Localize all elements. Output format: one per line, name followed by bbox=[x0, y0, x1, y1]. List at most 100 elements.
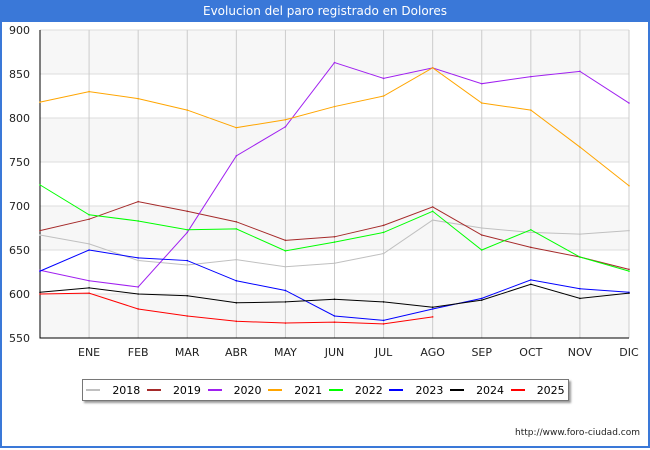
data-point-2019 bbox=[284, 239, 287, 242]
data-point-2018 bbox=[431, 219, 434, 221]
legend-label: 2019 bbox=[172, 383, 201, 397]
data-point-2023 bbox=[39, 270, 41, 272]
data-point-2018 bbox=[480, 227, 483, 229]
data-point-2020 bbox=[480, 82, 483, 85]
data-point-2018 bbox=[628, 229, 630, 232]
chart-title: Evolucion del paro registrado en Dolores bbox=[0, 0, 650, 22]
data-point-2023 bbox=[284, 289, 287, 292]
data-point-2023 bbox=[186, 259, 189, 262]
x-tick-label: JUL bbox=[374, 346, 393, 359]
data-point-2021 bbox=[88, 90, 90, 93]
data-point-2024 bbox=[382, 301, 385, 303]
legend-label: 2023 bbox=[415, 383, 444, 397]
data-point-2024 bbox=[431, 306, 434, 309]
legend-swatch bbox=[207, 389, 222, 391]
data-point-2024 bbox=[186, 294, 189, 297]
x-tick-label: JUN bbox=[324, 346, 345, 359]
data-point-2021 bbox=[39, 101, 41, 103]
data-point-2021 bbox=[333, 105, 336, 108]
y-tick-label: 700 bbox=[9, 200, 30, 213]
legend-item-2020: 2020 bbox=[207, 383, 262, 397]
data-point-2025 bbox=[39, 293, 41, 295]
legend-item-2019: 2019 bbox=[146, 383, 201, 397]
data-point-2023 bbox=[235, 280, 238, 282]
data-point-2021 bbox=[480, 102, 483, 104]
x-tick-label: AGO bbox=[420, 346, 445, 359]
data-point-2020 bbox=[235, 155, 238, 157]
data-point-2019 bbox=[382, 224, 385, 227]
legend-swatch bbox=[268, 389, 283, 391]
data-point-2021 bbox=[235, 126, 238, 129]
data-point-2019 bbox=[186, 210, 189, 213]
data-point-2025 bbox=[382, 323, 385, 325]
x-tick-label: DIC bbox=[619, 346, 639, 359]
data-point-2024 bbox=[137, 293, 139, 295]
data-point-2025 bbox=[431, 316, 434, 318]
data-point-2018 bbox=[137, 259, 139, 262]
data-point-2023 bbox=[579, 287, 581, 290]
data-point-2023 bbox=[382, 319, 385, 322]
data-point-2022 bbox=[579, 256, 581, 258]
data-point-2018 bbox=[88, 243, 90, 245]
data-point-2024 bbox=[579, 297, 581, 300]
data-point-2019 bbox=[88, 218, 90, 220]
data-point-2020 bbox=[137, 286, 139, 288]
data-point-2020 bbox=[284, 126, 287, 128]
data-point-2023 bbox=[431, 308, 434, 310]
legend-swatch bbox=[146, 389, 161, 391]
data-point-2021 bbox=[431, 67, 434, 69]
x-tick-label: ABR bbox=[225, 346, 248, 359]
data-point-2021 bbox=[382, 95, 385, 97]
data-point-2022 bbox=[530, 228, 532, 231]
data-point-2025 bbox=[284, 322, 287, 324]
axes bbox=[39, 30, 629, 339]
data-point-2024 bbox=[628, 292, 630, 294]
data-point-2018 bbox=[284, 265, 287, 268]
data-point-2022 bbox=[333, 241, 336, 243]
data-point-2022 bbox=[628, 270, 630, 272]
data-point-2025 bbox=[137, 308, 139, 310]
legend-label: 2021 bbox=[294, 383, 323, 397]
data-point-2020 bbox=[579, 70, 581, 73]
data-point-2019 bbox=[235, 221, 238, 223]
y-tick-label: 600 bbox=[9, 288, 30, 301]
data-point-2021 bbox=[137, 97, 139, 100]
x-tick-label: MAY bbox=[274, 346, 297, 359]
legend-label: 2020 bbox=[233, 383, 262, 397]
y-tick-label: 550 bbox=[9, 332, 30, 345]
data-point-2021 bbox=[284, 118, 287, 121]
data-point-2024 bbox=[480, 299, 483, 301]
y-tick-label: 650 bbox=[9, 244, 30, 257]
legend-swatch bbox=[510, 389, 525, 391]
data-point-2020 bbox=[530, 75, 532, 78]
x-tick-label: NOV bbox=[568, 346, 593, 359]
data-point-2021 bbox=[579, 146, 581, 148]
legend-label: 2018 bbox=[112, 383, 141, 397]
legend-swatch bbox=[328, 389, 343, 391]
data-point-2019 bbox=[431, 206, 434, 208]
data-point-2022 bbox=[431, 210, 434, 213]
legend-item-2025: 2025 bbox=[510, 384, 565, 397]
data-point-2024 bbox=[333, 298, 336, 301]
data-point-2022 bbox=[382, 231, 385, 234]
legend-label: 2022 bbox=[354, 383, 383, 397]
legend-swatch bbox=[389, 389, 404, 391]
data-point-2018 bbox=[186, 264, 189, 266]
y-tick-label: 750 bbox=[9, 156, 30, 169]
legend-item-2021: 2021 bbox=[268, 384, 322, 397]
data-point-2023 bbox=[88, 249, 90, 251]
data-point-2018 bbox=[382, 252, 385, 255]
data-point-2025 bbox=[235, 320, 238, 323]
data-point-2019 bbox=[333, 236, 336, 238]
legend-swatch bbox=[86, 389, 101, 391]
data-point-2023 bbox=[530, 279, 532, 281]
data-point-2024 bbox=[530, 283, 532, 286]
data-point-2021 bbox=[628, 184, 630, 187]
data-point-2020 bbox=[382, 77, 385, 80]
y-tick-label: 850 bbox=[9, 68, 30, 81]
x-tick-label: ENE bbox=[78, 346, 100, 359]
legend: 2018 2019 2020 2021 2022 2023 2024 2025 bbox=[82, 379, 569, 401]
data-point-2020 bbox=[186, 231, 189, 234]
footer-url[interactable]: http://www.foro-ciudad.com bbox=[515, 428, 640, 438]
